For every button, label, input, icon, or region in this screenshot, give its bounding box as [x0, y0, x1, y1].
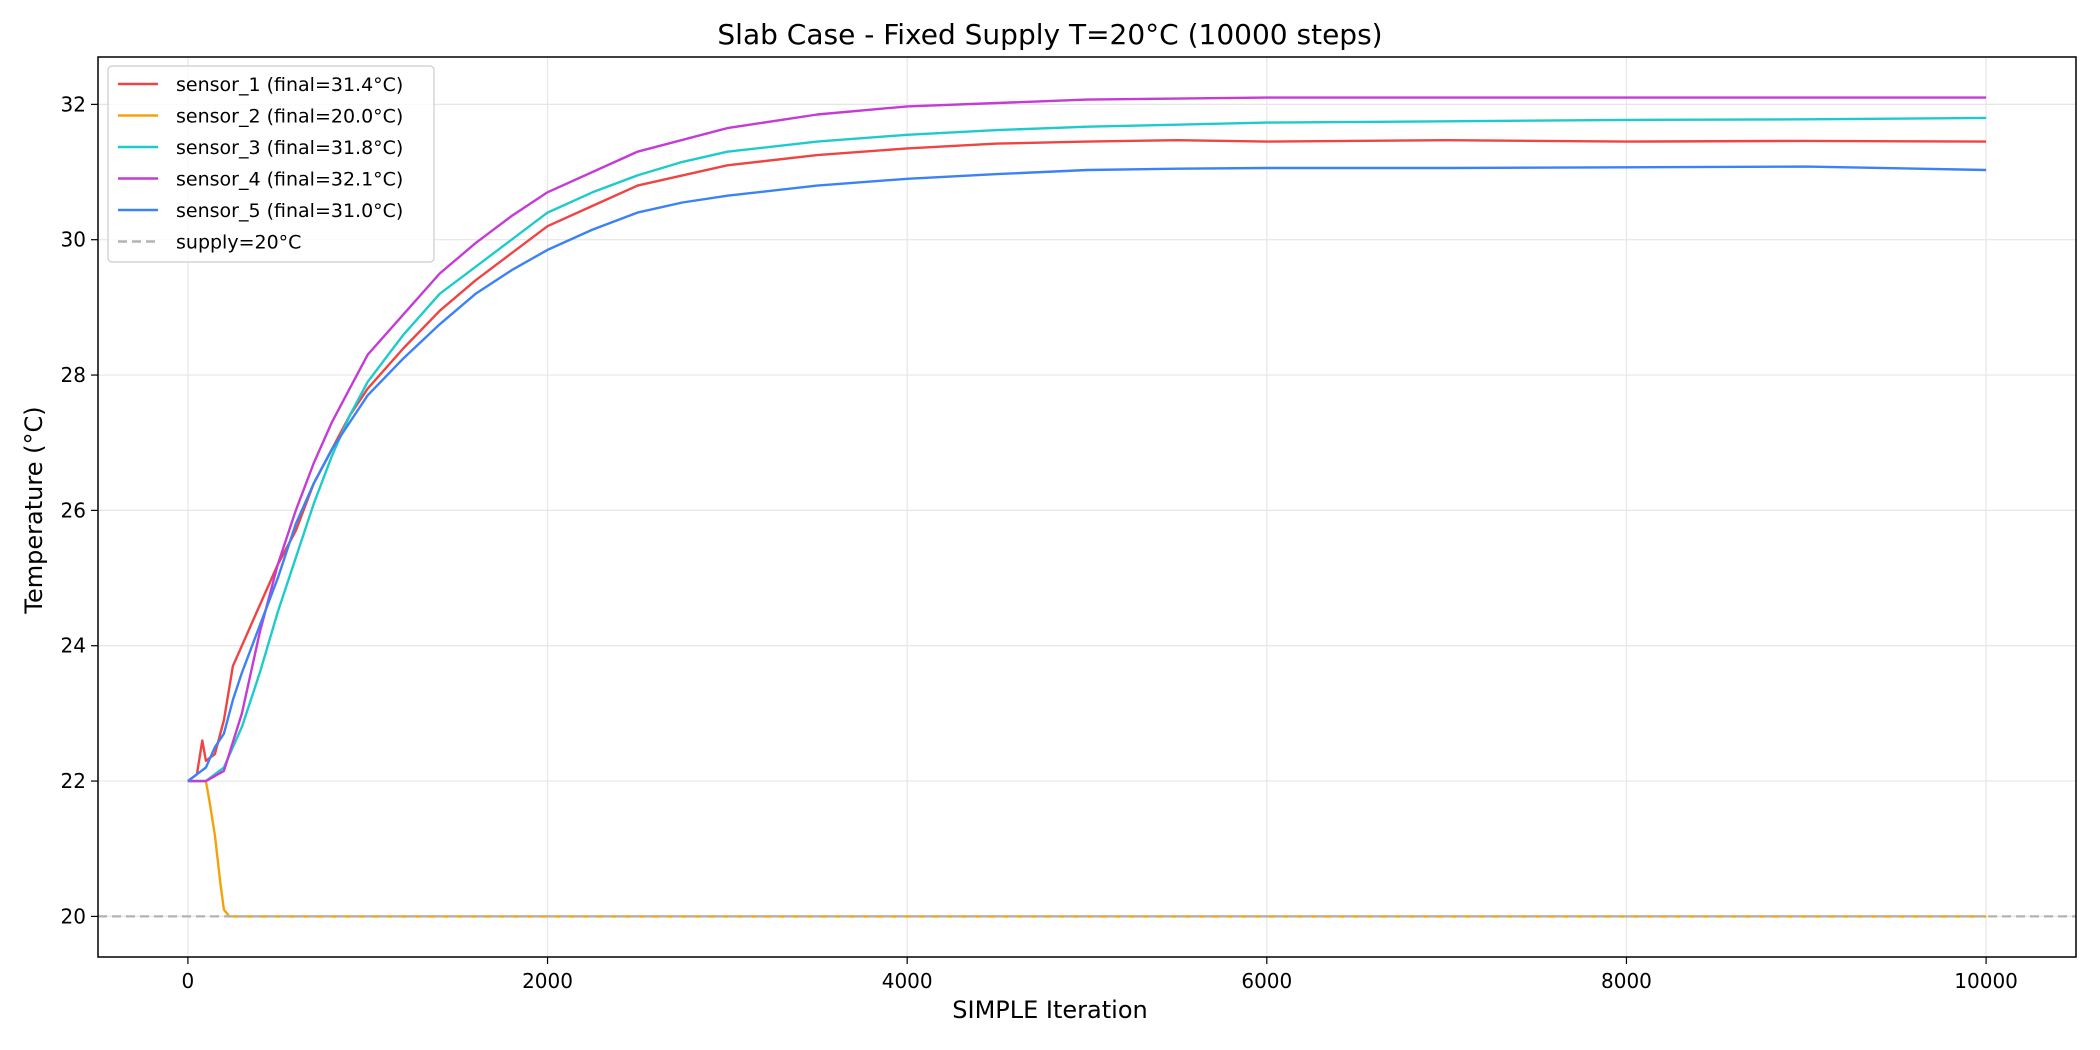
- x-tick-label: 10000: [1954, 969, 2018, 993]
- y-tick-label: 20: [61, 904, 86, 928]
- y-tick-label: 24: [61, 634, 86, 658]
- x-tick-label: 0: [182, 969, 195, 993]
- legend-label-5: sensor_5 (final=31.0°C): [176, 200, 403, 222]
- chart-title: Slab Case - Fixed Supply T=20°C (10000 s…: [717, 18, 1382, 51]
- series-line-1: [187, 139, 1987, 783]
- legend: sensor_1 (final=31.4°C) sensor_2 (final=2…: [107, 65, 435, 263]
- x-tick-label: 6000: [1241, 969, 1292, 993]
- x-tick-label: 4000: [882, 969, 933, 993]
- x-axis-ticks: 0 2000 4000 6000 8000 10000: [182, 957, 2018, 993]
- series-line-3: [187, 116, 1987, 783]
- y-axis-ticks: 20 22 24 26 28 30 32: [61, 92, 98, 928]
- y-axis-title: Temperature (°C): [20, 406, 48, 614]
- y-tick-label: 28: [61, 363, 86, 387]
- plot-frame: [97, 56, 2077, 958]
- y-tick-label: 22: [61, 769, 86, 793]
- x-tick-label: 8000: [1601, 969, 1652, 993]
- y-tick-label: 32: [61, 92, 86, 116]
- y-tick-label: 26: [61, 498, 86, 522]
- x-axis-title: SIMPLE Iteration: [952, 996, 1147, 1024]
- series-line-5: [187, 165, 1987, 783]
- legend-label-1: sensor_1 (final=31.4°C): [176, 74, 403, 96]
- legend-label-4: sensor_4 (final=32.1°C): [176, 169, 403, 191]
- series-line-2: [187, 779, 1987, 918]
- series-layer: [98, 96, 2076, 918]
- legend-label-3: sensor_3 (final=31.8°C): [176, 137, 403, 159]
- legend-box: [107, 65, 435, 263]
- y-tick-label: 30: [61, 228, 86, 252]
- legend-label-6: supply=20°C: [176, 232, 301, 254]
- legend-label-2: sensor_2 (final=20.0°C): [176, 106, 403, 128]
- series-line-4: [187, 96, 1987, 783]
- x-tick-label: 2000: [522, 969, 573, 993]
